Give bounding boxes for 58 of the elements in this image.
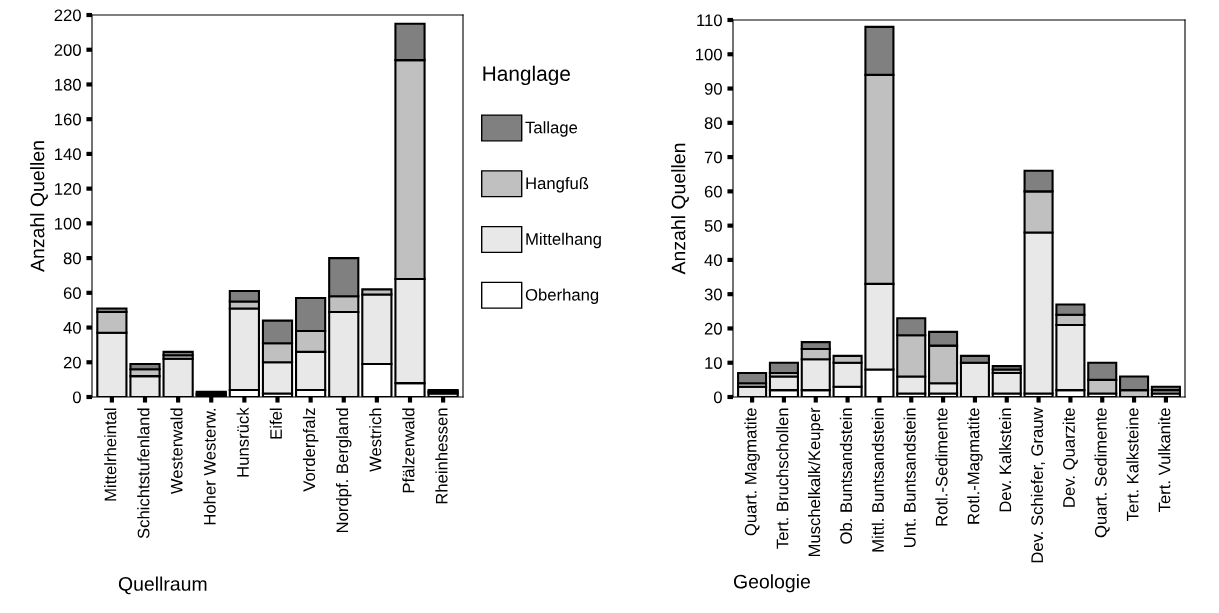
y-tick-label: 60: [63, 287, 81, 300]
x-tick-label: Mittelrheintal: [104, 408, 117, 501]
x-tick-label: Hoher Westerw.: [203, 408, 216, 525]
x-tick-label: Muschelkalk/Keuper: [807, 407, 824, 557]
y-tick-label: 160: [55, 113, 81, 126]
legend-label: Oberhang: [525, 288, 599, 304]
y-tick-label: 180: [55, 78, 81, 91]
y-tick-label: 50: [704, 220, 722, 232]
x-tick-label: Dev. Kalkstein: [998, 408, 1012, 512]
x-tick-label: Dev. Quarzite: [1062, 408, 1078, 507]
y-tick-label: 120: [55, 183, 81, 195]
y-tick-label: 220: [54, 9, 81, 22]
x-tick-label: Westerwald: [170, 408, 183, 495]
x-tick-label: Rotl.-Sedimente: [935, 408, 948, 526]
x-tick-label: Tert. Bruchschollen: [776, 408, 789, 549]
y-tick-label: 0: [713, 391, 722, 404]
y-tick-label: 80: [704, 117, 722, 130]
y-tick-label: 200: [54, 44, 81, 56]
x-tick-label: Dev. Schiefer, Grauw: [1030, 407, 1046, 563]
x-tick-label: Ob. Buntsandstein: [839, 408, 853, 544]
x-tick-label: Pfälzerwald: [402, 408, 415, 493]
x-tick-label: Westrich: [369, 408, 382, 472]
y-tick-label: 110: [697, 14, 722, 27]
x-tick-label: Quart. Sedimente: [1094, 408, 1110, 538]
y-tick-label: 70: [704, 151, 722, 164]
y-tick-label: 100: [55, 217, 81, 230]
y-tick-label: 40: [63, 321, 81, 334]
y-tick-label: 140: [55, 148, 81, 161]
legend-label: Hangfuß: [526, 176, 589, 193]
x-tick-label: Quart. Magmatite: [744, 408, 760, 536]
x-tick-label: Eifel: [269, 408, 282, 439]
y-tick-label: 100: [696, 48, 722, 61]
x-tick-label: Rheinhessen: [435, 408, 448, 504]
x-tick-label: Nordpf. Bergland: [335, 408, 352, 533]
x-tick-label: Schichtstufenland: [137, 408, 150, 539]
legend-title: Hanglage: [483, 65, 570, 86]
legend-label: Tallage: [525, 121, 578, 137]
y-tick-label: 20: [704, 322, 722, 335]
x-tick-label: Mittl. Buntsandstein: [871, 408, 884, 552]
legend-label: Mittelhang: [526, 232, 601, 249]
y-tick-label: 80: [63, 252, 81, 265]
y-tick-label: 40: [704, 254, 722, 267]
x-axis-title: Quellraum: [118, 576, 207, 595]
y-tick-label: 0: [72, 391, 81, 404]
x-axis-title: Geologie: [733, 574, 810, 593]
x-tick-label: Tert. Vulkanite: [1158, 408, 1171, 513]
y-tick-label: 20: [63, 356, 81, 369]
y-tick-label: 30: [704, 288, 722, 301]
y-axis-title: Anzahl Quellen: [30, 141, 48, 272]
x-tick-label: Vorderpfalz: [302, 408, 319, 492]
x-tick-label: Rotl.-Magmatite: [967, 408, 983, 524]
y-tick-label: 90: [704, 82, 722, 95]
x-tick-label: Tert. Kalksteine: [1126, 408, 1139, 521]
y-axis-title: Anzahl Quellen: [671, 143, 689, 275]
y-tick-label: 60: [704, 185, 722, 198]
y-tick-label: 10: [705, 357, 722, 369]
x-tick-label: Hunsrück: [236, 407, 249, 477]
x-tick-label: Unt. Buntsandstein: [903, 408, 916, 547]
